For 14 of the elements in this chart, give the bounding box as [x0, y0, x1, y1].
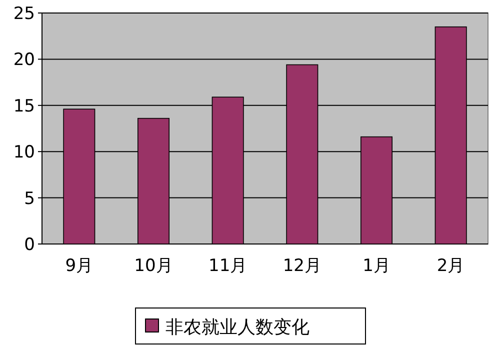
ytick: 15 [13, 96, 35, 116]
x-tick-label: 2月 [436, 256, 465, 276]
x-tick-label: 10月 [134, 256, 173, 276]
ytick: 25 [13, 4, 35, 24]
x-tick-label: 9月 [65, 256, 94, 276]
legend: 非农就业人数变化 [135, 308, 366, 344]
x-tick-label: 1月 [362, 256, 390, 276]
legend-label: 非农就业人数变化 [166, 317, 310, 338]
ytick: 10 [13, 142, 35, 163]
x-tick-label: 12月 [282, 256, 322, 276]
ytick: 0 [24, 235, 35, 255]
ytick: 20 [13, 50, 35, 70]
ytick: 5 [24, 188, 35, 209]
x-tick-label: 11月 [208, 256, 248, 276]
